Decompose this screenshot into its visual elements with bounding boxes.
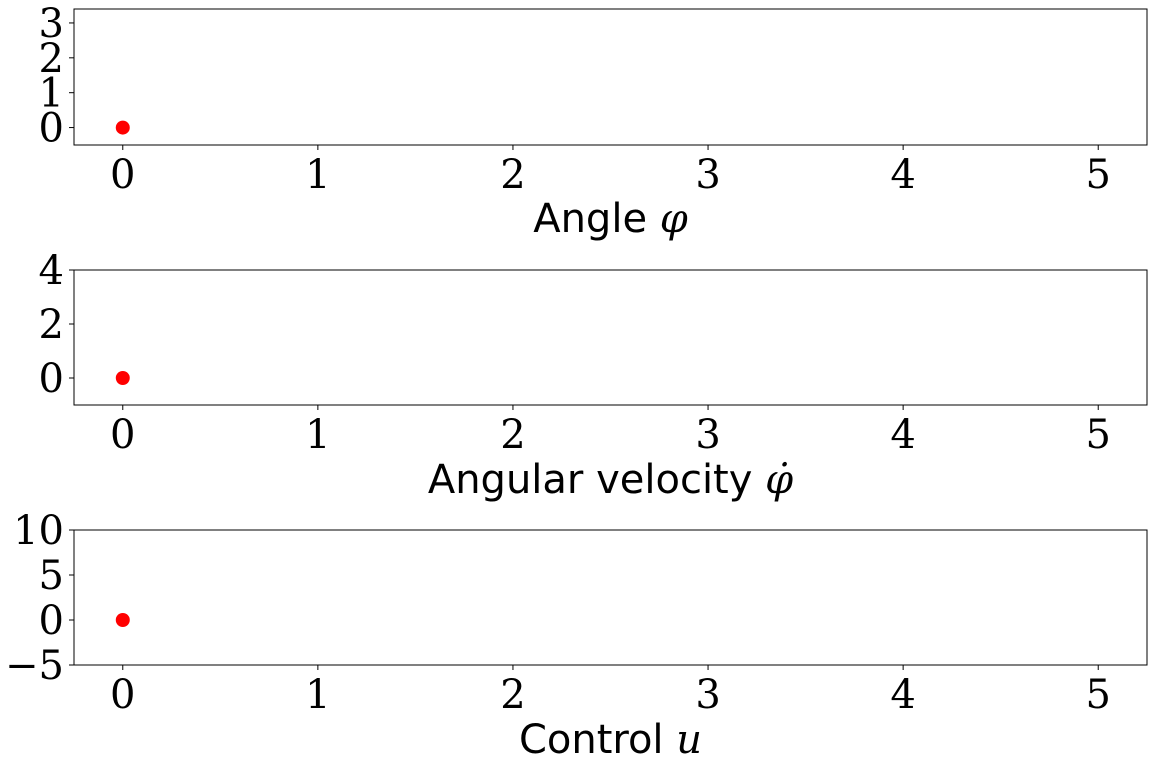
data-point bbox=[115, 120, 130, 135]
data-point bbox=[115, 613, 130, 627]
x-tick-label: 0 bbox=[110, 152, 135, 198]
x-tick-label: 4 bbox=[890, 152, 915, 198]
axes-frame bbox=[73, 269, 1148, 406]
x-tick-label: 5 bbox=[1086, 412, 1111, 458]
y-tick-label: 2 bbox=[39, 302, 64, 348]
y-tick-label: 2 bbox=[39, 36, 64, 82]
y-tick-label: 0 bbox=[39, 106, 64, 152]
x-tick-label: 2 bbox=[500, 152, 525, 198]
y-tick-label: 10 bbox=[13, 508, 64, 554]
x-tick-label: 4 bbox=[890, 412, 915, 458]
x-tick-label: 5 bbox=[1086, 152, 1111, 198]
y-tick-label: 1 bbox=[39, 71, 64, 117]
x-tick-label: 5 bbox=[1086, 672, 1111, 718]
axes-frame bbox=[73, 529, 1148, 666]
y-tick-label: 0 bbox=[39, 356, 64, 402]
x-tick-label: 4 bbox=[890, 672, 915, 718]
y-tick-label: 3 bbox=[39, 1, 64, 47]
x-tick-label: 3 bbox=[695, 152, 720, 198]
x-tick-label: 0 bbox=[110, 672, 135, 718]
x-tick-label: 3 bbox=[695, 672, 720, 718]
x-axis-label: Angular velocity φ̇ bbox=[428, 457, 793, 503]
y-tick-label: 4 bbox=[39, 248, 64, 294]
axes-frame bbox=[73, 8, 1148, 146]
data-point bbox=[115, 371, 130, 385]
x-axis-label: Angle φ bbox=[533, 196, 688, 242]
x-tick-label: 0 bbox=[110, 412, 135, 458]
y-tick-label: 5 bbox=[39, 553, 64, 599]
subplot-2: 0 1 2 3 4 5 0 2 4 Angular velocity φ̇ bbox=[39, 248, 1148, 503]
y-tick-label: 0 bbox=[39, 598, 64, 644]
x-axis-label: Control u bbox=[519, 717, 702, 763]
x-tick-label: 3 bbox=[695, 412, 720, 458]
x-tick-label: 1 bbox=[305, 412, 330, 458]
x-tick-label: 2 bbox=[500, 672, 525, 718]
x-tick-label: 2 bbox=[500, 412, 525, 458]
x-tick-label: 1 bbox=[305, 152, 330, 198]
y-tick-label: −5 bbox=[5, 643, 64, 689]
x-tick-label: 1 bbox=[305, 672, 330, 718]
